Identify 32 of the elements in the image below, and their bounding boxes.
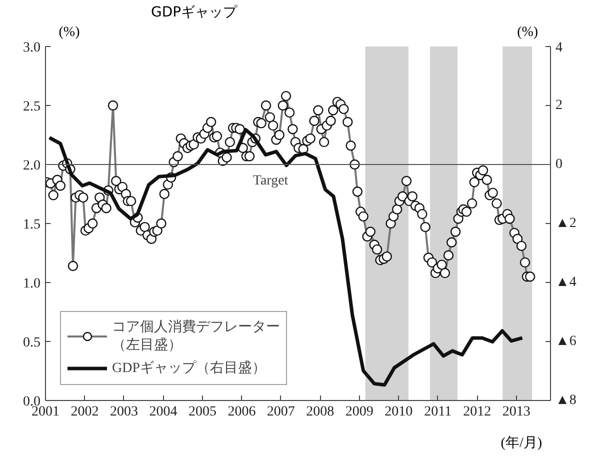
x-tick-label: 2004 xyxy=(149,404,178,420)
y2-tick-label: 2 xyxy=(556,98,562,113)
x-tick-label: 2003 xyxy=(110,404,138,420)
y-tick-label: 3.0 xyxy=(23,40,40,56)
y2-tick-label: ▲6 xyxy=(556,334,576,349)
x-tick-label: 2009 xyxy=(345,404,374,420)
y-tick-label: 1.0 xyxy=(23,276,40,292)
y-tick-label: 1.5 xyxy=(23,218,40,232)
x-tick-label: 2006 xyxy=(228,404,256,420)
y2-axis-title: (%) xyxy=(517,25,538,40)
y2-tick-label: 0 xyxy=(556,157,562,172)
text: (年/月) xyxy=(500,435,542,451)
legend-label: GDPギャップ（右目盛） xyxy=(112,359,266,377)
legend-label: コア個人消費デフレーター（左目盛） xyxy=(112,318,280,354)
ref-line-label: Target xyxy=(252,174,288,188)
y2-tick-label: ▲4 xyxy=(556,275,576,290)
x-tick-label: 2005 xyxy=(188,404,216,420)
x-tick-label: 2007 xyxy=(266,404,295,420)
y2-tick-label: ▲8 xyxy=(556,393,576,408)
y-axis-title: (%) xyxy=(58,25,80,40)
y-tick-label: 2.0 xyxy=(23,158,40,174)
x-tick-label: 2010 xyxy=(384,404,413,420)
x-tick-label: 2002 xyxy=(70,404,99,420)
y-tick-label: 0.5 xyxy=(23,336,40,350)
y2-tick-label: 4 xyxy=(556,40,562,56)
chart-title: GDPギャップ xyxy=(150,4,238,20)
x-tick-label: 2012 xyxy=(463,404,492,420)
x-tick-label: 2011 xyxy=(424,404,452,420)
x-tick-label: 2013 xyxy=(502,404,530,420)
y-tick-label: 2.5 xyxy=(23,100,40,114)
x-tick-label: 2008 xyxy=(306,404,334,420)
y2-tick-label: ▲2 xyxy=(556,216,576,231)
